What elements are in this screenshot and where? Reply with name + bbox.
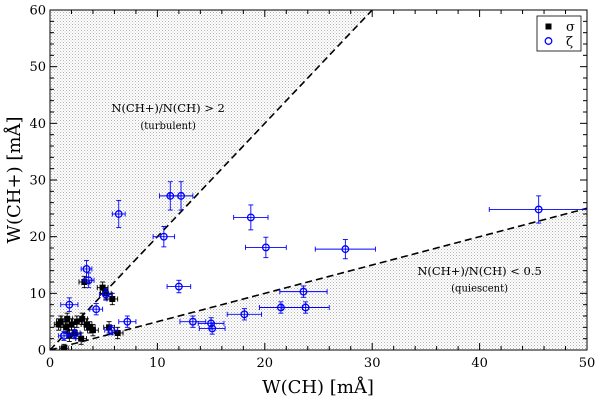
data-point-sigma <box>89 327 96 334</box>
data-point-sigma <box>86 324 93 331</box>
data-point-sigma <box>114 330 121 336</box>
data-point-zeta <box>114 210 123 218</box>
data-point-zeta <box>101 290 110 299</box>
data-point-zeta <box>188 317 197 326</box>
plot-frame <box>49 9 588 351</box>
data-point-zeta <box>534 205 543 214</box>
y-tick-label: 10 <box>29 287 46 302</box>
data-point-sigma <box>64 315 71 322</box>
y-tick-labels: 0 10 20 30 40 50 60 <box>29 4 46 359</box>
data-point-zeta <box>123 317 132 326</box>
legend-label-zeta: ζ <box>566 35 573 50</box>
data-point-zeta <box>299 287 308 296</box>
x-axis-label: W(CH) [mÅ] <box>262 376 374 398</box>
data-point-sigma <box>99 284 106 291</box>
data-point-zeta <box>341 245 350 254</box>
turbulent-ratio: N(CH+)/N(CH) > 2 <box>111 101 225 115</box>
data-point-zeta <box>60 331 68 340</box>
quiescent-label: (quiescent) <box>451 284 508 295</box>
quiescent-boundary-line <box>50 207 587 350</box>
legend-marker-zeta <box>544 37 553 45</box>
legend: σ ζ <box>536 15 582 52</box>
y-tick-label: 60 <box>29 4 46 19</box>
turbulent-label: (turbulent) <box>140 121 196 132</box>
y-tick-label: 0 <box>38 344 46 359</box>
x-tick-label: 50 <box>579 356 596 371</box>
data-point-zeta <box>301 303 310 312</box>
data-point-sigma <box>68 321 75 328</box>
data-point-zeta <box>159 232 168 241</box>
y-tick-label: 30 <box>29 174 46 189</box>
data-point-sigma <box>81 279 88 285</box>
x-tick-label: 10 <box>149 356 166 371</box>
y-tick-label: 50 <box>29 60 46 75</box>
data-point-sigma <box>60 345 67 350</box>
data-point-zeta <box>92 305 101 314</box>
data-point-zeta <box>177 191 185 200</box>
legend-marker-sigma <box>545 23 552 30</box>
x-tick-label: 20 <box>257 356 274 371</box>
data-point-sigma <box>73 318 80 325</box>
region-shading <box>50 10 587 350</box>
y-axis-label: W(CH+) [mÅ] <box>3 117 25 244</box>
data-point-zeta <box>174 282 183 291</box>
data-point-zeta <box>240 310 249 319</box>
x-tick-label: 40 <box>471 356 488 371</box>
data-point-zeta <box>65 300 74 309</box>
data-point-zeta <box>261 243 270 252</box>
data-point-zeta <box>84 276 93 285</box>
annotations: N(CH+)/N(CH) > 2 (turbulent) N(CH+)/N(CH) … <box>111 101 541 295</box>
data-point-sigma <box>78 335 85 342</box>
data-point-zeta <box>246 213 255 222</box>
series-zeta <box>58 181 587 341</box>
x-tick-labels: 0 10 20 30 40 50 <box>46 356 595 371</box>
data-point-sigma <box>63 324 70 331</box>
data-point-zeta <box>208 324 217 333</box>
x-tick-label: 30 <box>364 356 381 371</box>
data-point-sigma <box>79 315 86 322</box>
data-point-sigma <box>109 296 116 302</box>
data-point-zeta <box>70 330 79 339</box>
y-tick-label: 20 <box>29 230 46 245</box>
x-tick-label: 0 <box>46 356 54 371</box>
data-point-sigma <box>57 318 64 325</box>
data-point-zeta <box>82 265 91 273</box>
data-point-zeta <box>207 319 216 328</box>
data-point-zeta <box>107 326 116 335</box>
quiescent-ratio: N(CH+)/N(CH) < 0.5 <box>417 264 541 278</box>
legend-box <box>536 15 582 52</box>
y-tick-label: 40 <box>29 117 46 132</box>
legend-label-sigma: σ <box>566 20 575 35</box>
data-point-sigma <box>83 321 90 328</box>
